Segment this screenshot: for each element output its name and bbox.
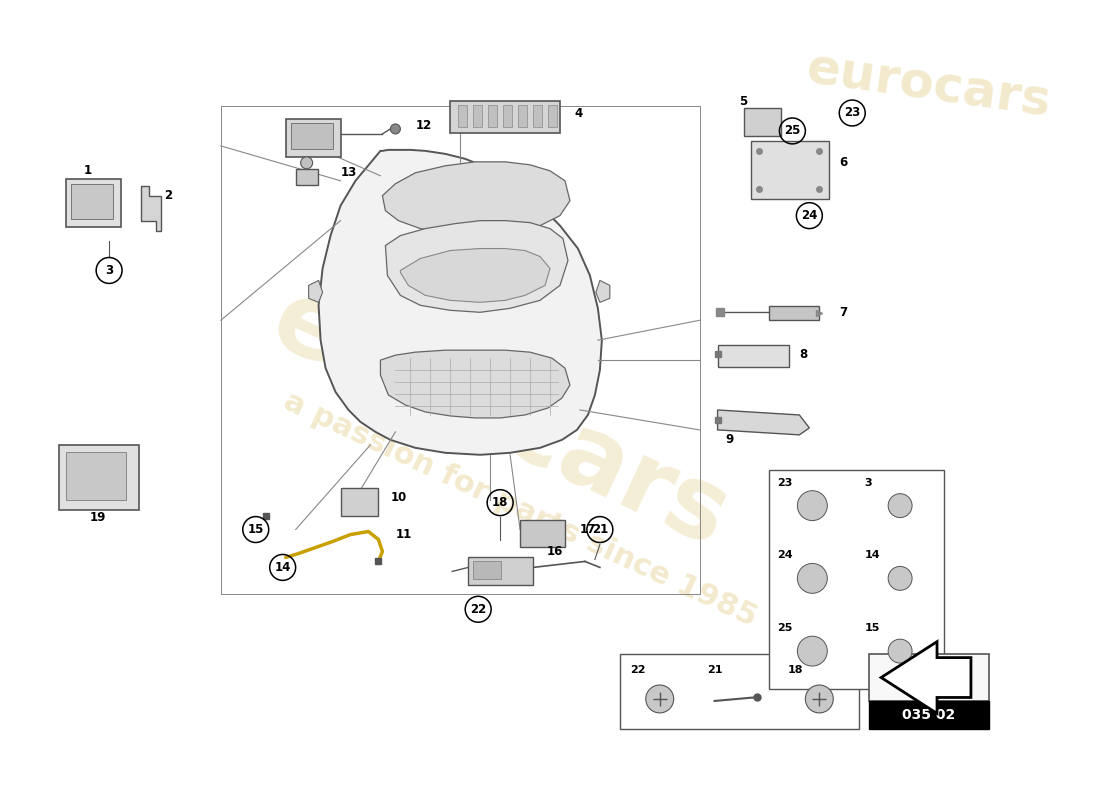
Text: 13: 13 [341, 166, 356, 179]
Bar [534, 105, 542, 127]
Bar [59, 445, 139, 510]
Polygon shape [385, 221, 568, 312]
Polygon shape [309, 281, 322, 302]
Bar [619, 654, 859, 729]
Text: 7: 7 [839, 306, 847, 319]
Text: 12: 12 [416, 119, 431, 133]
Text: 14: 14 [275, 561, 290, 574]
Text: 5: 5 [739, 94, 748, 107]
Text: 25: 25 [778, 623, 793, 634]
Text: 14: 14 [865, 550, 880, 561]
Bar [72, 184, 113, 218]
Text: 15: 15 [248, 523, 264, 536]
Bar [473, 562, 502, 579]
Text: a passion for parts since 1985: a passion for parts since 1985 [279, 387, 761, 632]
Bar [473, 105, 482, 127]
Circle shape [798, 563, 827, 594]
Text: 18: 18 [788, 665, 803, 675]
Bar [296, 169, 318, 185]
Text: 1: 1 [84, 164, 92, 178]
Text: 21: 21 [592, 523, 608, 536]
Text: 2: 2 [164, 190, 172, 202]
Bar [717, 345, 790, 367]
Text: 3: 3 [865, 478, 872, 488]
Circle shape [300, 157, 312, 169]
Bar [290, 123, 332, 149]
Text: 8: 8 [800, 348, 807, 361]
Circle shape [805, 685, 834, 713]
Text: 23: 23 [844, 106, 860, 119]
Bar [459, 105, 468, 127]
Bar [66, 178, 121, 226]
Text: eurocars: eurocars [804, 45, 1055, 127]
Text: 24: 24 [801, 209, 817, 222]
Text: 24: 24 [778, 550, 793, 561]
Circle shape [888, 566, 912, 590]
Text: 18: 18 [492, 496, 508, 509]
Bar [286, 119, 341, 157]
Bar [744, 108, 781, 136]
Polygon shape [319, 150, 602, 455]
Bar [548, 105, 557, 127]
Polygon shape [383, 162, 570, 235]
Bar [488, 105, 497, 127]
Bar [869, 654, 989, 701]
Text: 15: 15 [865, 623, 880, 634]
Text: 11: 11 [395, 528, 411, 541]
Bar [518, 105, 527, 127]
Text: 22: 22 [630, 665, 646, 675]
Bar [341, 488, 378, 515]
Text: 9: 9 [725, 434, 734, 446]
Text: 17: 17 [580, 523, 596, 536]
Polygon shape [717, 410, 810, 435]
Bar [503, 105, 513, 127]
Polygon shape [881, 642, 971, 714]
Bar [450, 101, 560, 133]
Polygon shape [141, 186, 161, 230]
Bar [769, 470, 944, 689]
Text: 21: 21 [707, 665, 723, 675]
Text: eurocars: eurocars [256, 272, 744, 568]
Text: 4: 4 [575, 107, 583, 121]
Text: 16: 16 [547, 545, 563, 558]
Text: 19: 19 [90, 511, 107, 524]
Text: 3: 3 [106, 264, 113, 277]
Bar [751, 141, 829, 198]
Polygon shape [381, 350, 570, 418]
Circle shape [798, 636, 827, 666]
Circle shape [390, 124, 400, 134]
Text: 25: 25 [784, 125, 801, 138]
Bar [769, 306, 820, 320]
Circle shape [888, 639, 912, 663]
Polygon shape [596, 281, 609, 302]
Bar [520, 519, 565, 547]
Text: 22: 22 [470, 602, 486, 616]
Text: 10: 10 [390, 491, 407, 504]
Text: 035 02: 035 02 [902, 708, 956, 722]
Circle shape [888, 494, 912, 518]
Text: 6: 6 [839, 156, 847, 170]
Bar [469, 558, 534, 586]
Circle shape [798, 490, 827, 521]
Polygon shape [400, 249, 550, 302]
Circle shape [646, 685, 673, 713]
Text: 23: 23 [778, 478, 793, 488]
Bar [66, 452, 126, 500]
Bar [869, 701, 989, 729]
